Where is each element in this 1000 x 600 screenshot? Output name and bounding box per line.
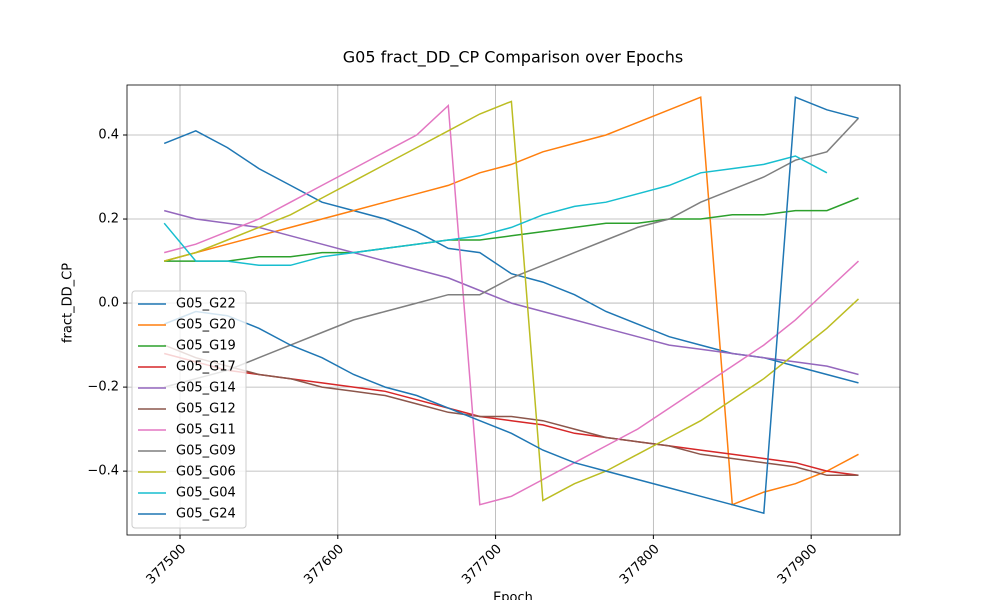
series-line [163,155,828,267]
x-axis-label: Epoch [493,591,533,600]
series-line [164,103,860,506]
y-tick-label: 0.0 [98,296,119,311]
legend-label: G05_G04 [176,486,236,501]
y-tick-label: 0.2 [98,212,119,227]
legend-label: G05_G22 [176,297,236,312]
y-axis-label: fract_DD_CP [61,263,76,343]
legend-label: G05_G14 [176,381,236,396]
series-line [163,96,859,515]
legend-label: G05_G19 [176,339,236,354]
legend-box [131,290,247,529]
series-line [164,117,860,388]
y-tick-label: −0.2 [87,380,119,395]
plot-lines [163,96,860,515]
legend-label: G05_G24 [176,507,236,522]
legend-label: G05_G12 [176,402,236,417]
legend-label: G05_G20 [176,318,236,333]
plot-frame [126,84,901,536]
chart-title: G05 fract_DD_CP Comparison over Epochs [343,48,683,68]
legend-label: G05_G17 [176,360,236,375]
legend-label: G05_G09 [176,444,236,459]
series-line [164,209,859,376]
series-line [164,197,859,262]
y-tick-label: −0.4 [87,464,119,479]
series-line [164,96,859,506]
legend-label: G05_G11 [176,423,236,438]
series-line [163,344,859,477]
series-line [164,100,860,502]
legend-label: G05_G06 [176,465,236,480]
y-tick-label: 0.4 [98,128,119,143]
